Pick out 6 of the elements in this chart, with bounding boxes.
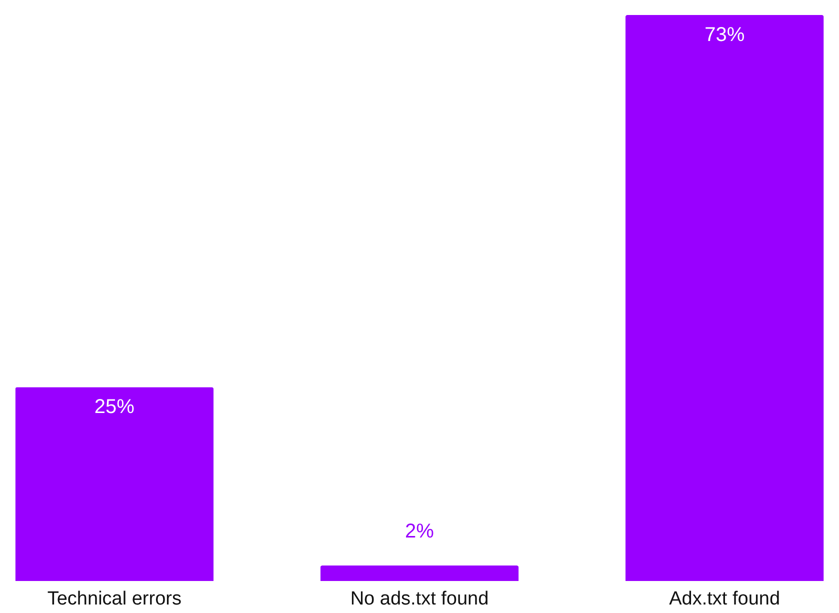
data-label: 25% — [94, 396, 135, 418]
x-tick-label: Technical errors — [47, 588, 182, 610]
data-label: 2% — [405, 520, 434, 542]
x-tick-label: Adx.txt found — [669, 588, 780, 610]
data-label: 73% — [704, 24, 745, 46]
x-tick-label: No ads.txt found — [350, 588, 489, 610]
